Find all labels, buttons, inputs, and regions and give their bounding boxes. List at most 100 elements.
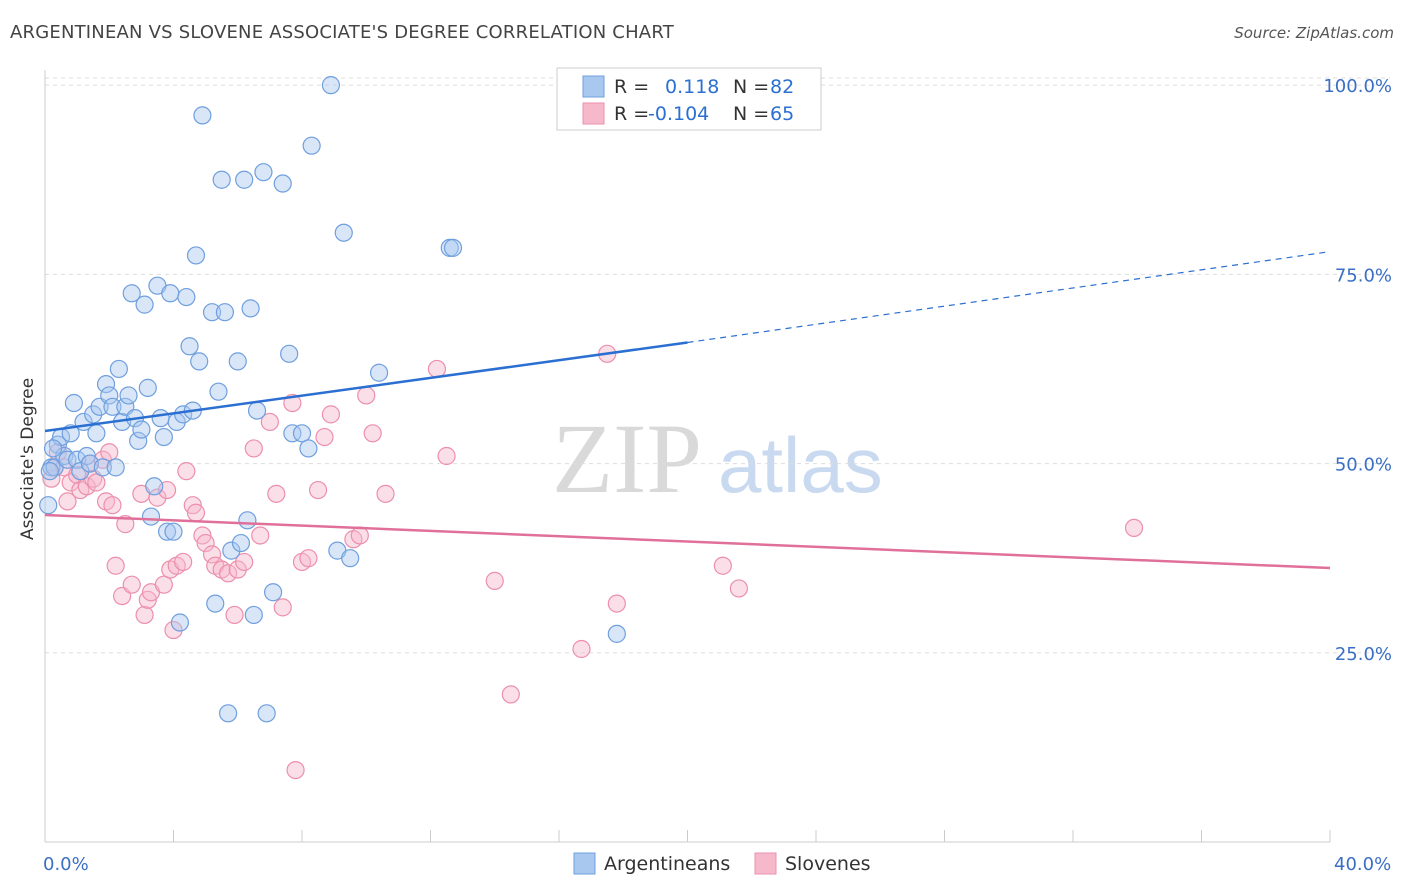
slovenes-point: [202, 545, 222, 564]
y-tick-label: 25.0%: [1335, 644, 1392, 665]
argentineans-point: [341, 549, 360, 568]
source-label: Source: ZipAtlas.com: [1234, 24, 1394, 42]
legend-bottom: Argentineans Slovenes: [573, 852, 871, 875]
slovenes-point: [321, 405, 341, 424]
argentineans-point: [238, 511, 257, 530]
argentineans-point: [228, 352, 247, 371]
argentineans-point: [212, 170, 231, 189]
argentineans-point: [247, 401, 267, 420]
argentineans-point: [302, 136, 321, 155]
axes: [44, 70, 1331, 843]
argentineans-point: [206, 594, 225, 613]
argentineans-point: [193, 106, 212, 125]
argentineans-point: [103, 397, 122, 416]
slovenes-point: [154, 575, 173, 594]
argentineans-trend-extension: [687, 251, 1331, 344]
argentineans-point: [263, 583, 283, 602]
argentineans-point: [170, 613, 190, 632]
argentineans-point: [132, 420, 151, 439]
legend-r-label-1: R =: [614, 76, 649, 98]
slovenes-point: [357, 386, 376, 405]
legend-r-label-2: R =: [614, 103, 649, 125]
slovenes-point: [437, 446, 456, 466]
argentineans-point: [180, 337, 199, 356]
slovenes-point: [485, 571, 504, 590]
slovenes-point: [299, 549, 318, 568]
argentineans-point: [93, 458, 112, 477]
slovenes-trend-line: [44, 513, 1331, 570]
slovenes-point: [116, 515, 135, 534]
legend-swatch-argentineans: [582, 75, 605, 98]
chart-title: ARGENTINEAN VS SLOVENE ASSOCIATE'S DEGRE…: [10, 22, 674, 43]
argentineans-point: [135, 295, 154, 314]
argentineans-trend-line: [44, 341, 688, 433]
slovenes-point: [376, 484, 395, 503]
legend-r-value-2: -0.104: [648, 103, 709, 125]
argentineans-point: [190, 352, 209, 371]
argentineans-point: [215, 303, 234, 322]
slovenes-point: [196, 533, 215, 553]
slovenes-point: [273, 598, 292, 617]
slovenes-point: [103, 496, 122, 515]
legend-swatch-slovenes: [582, 102, 605, 125]
argentineans-point: [138, 378, 157, 397]
slovenes-point: [286, 760, 305, 780]
legend-bottom-swatch-slovenes: [754, 852, 777, 875]
y-axis-title: Associate's Degree: [18, 378, 38, 540]
argentineans-point: [299, 439, 318, 458]
argentineans-point: [273, 174, 292, 193]
legend-top: R = 0.118 N = 82 R = -0.104 N = 65: [556, 67, 822, 131]
argentineans-point: [280, 344, 299, 363]
x-tick-label-min: 0.0%: [43, 854, 89, 875]
slovenes-point: [713, 556, 732, 575]
argentineans-point: [119, 386, 138, 405]
argentineans-point: [321, 76, 341, 95]
argentineans-point: [209, 382, 228, 401]
argentineans-point: [244, 605, 263, 625]
argentineans-point: [157, 522, 177, 541]
argentineans-point: [122, 284, 141, 303]
argentineans-point: [164, 522, 183, 541]
y-tick-label: 75.0%: [1335, 265, 1392, 286]
legend-n-label-1: N =: [733, 76, 769, 98]
slovenes-point: [106, 556, 125, 575]
argentineans-point: [235, 170, 254, 189]
slovenes-point: [177, 462, 196, 481]
watermark-atlas: atlas: [718, 421, 883, 509]
argentineans-point: [370, 363, 389, 382]
slovenes-point: [100, 443, 119, 462]
slovenes-point: [135, 605, 154, 625]
legend-n-label-2: N =: [733, 103, 769, 125]
legend-bottom-swatch-argentineans: [573, 852, 596, 875]
slovenes-point: [174, 552, 193, 572]
legend-n-value-1: 82: [770, 76, 794, 98]
slovenes-point: [58, 492, 77, 511]
argentineans-point: [64, 393, 84, 413]
slovenes-point: [729, 579, 749, 598]
argentineans-point: [84, 405, 103, 424]
argentineans-point: [87, 424, 106, 443]
slovenes-point: [228, 560, 247, 579]
argentineans-point: [257, 704, 276, 723]
slovenes-point: [1124, 518, 1144, 538]
argentineans-point: [43, 439, 63, 458]
slovenes-point: [572, 639, 591, 659]
slovenes-point: [122, 575, 141, 594]
argentineans-point: [39, 496, 58, 515]
slovenes-point: [251, 526, 270, 545]
watermark-zip: ZIP: [552, 403, 702, 514]
slovenes-point: [363, 424, 382, 443]
y-tick-label: 100.0%: [1323, 76, 1392, 97]
legend-bottom-label-argentineans: Argentineans: [604, 853, 730, 875]
argentineans-point: [202, 303, 222, 322]
slovenes-point: [235, 552, 254, 572]
argentineans-point: [283, 424, 302, 443]
argentineans-point: [71, 462, 90, 481]
y-tick-label: 50.0%: [1335, 455, 1392, 476]
y-tick-labels: 100.0% 75.0% 50.0% 25.0%: [1323, 76, 1392, 665]
argentineans-point: [58, 450, 77, 469]
argentineans-point: [219, 704, 238, 723]
slovenes-point: [87, 473, 106, 492]
slovenes-point: [148, 488, 167, 507]
argentineans-point: [109, 359, 128, 379]
